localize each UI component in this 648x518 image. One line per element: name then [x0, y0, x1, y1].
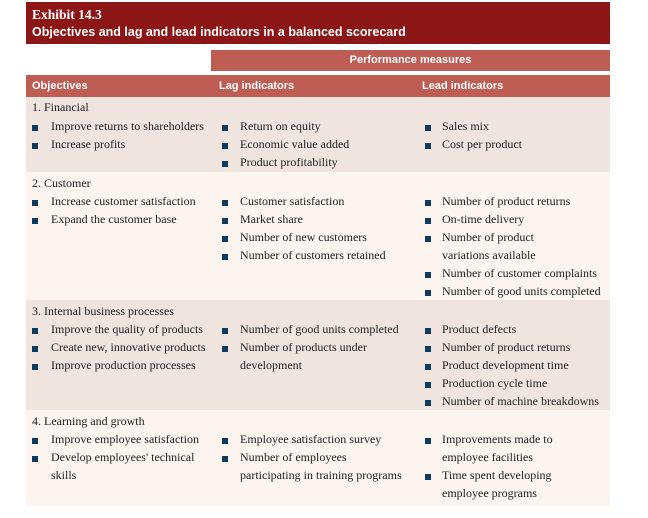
lag-indicator-item: Customer satisfaction	[240, 194, 345, 208]
objective-item-continued: skills	[51, 468, 77, 482]
lag-indicator-item: Return on equity	[240, 119, 321, 133]
bullet-icon	[222, 346, 228, 352]
lead-indicator-item: Number of good units completed	[442, 284, 601, 298]
bullet-icon	[32, 143, 38, 149]
lag-indicator-item: Number of new customers	[240, 230, 367, 244]
column-header-row: Objectives Lag indicators Lead indicator…	[26, 75, 610, 97]
bullet-icon	[32, 200, 38, 206]
exhibit-table: Exhibit 14.3 Objectives and lag and lead…	[26, 2, 610, 506]
bullet-icon	[32, 218, 38, 224]
section-title: 3. Internal business processes	[32, 304, 174, 318]
lead-indicator-item: Number of product	[442, 230, 534, 244]
lag-indicator-item: Number of good units completed	[240, 322, 399, 336]
bullet-icon	[32, 438, 38, 444]
lead-indicator-item: Number of customer complaints	[442, 266, 597, 280]
lag-indicator-item-continued: development	[240, 358, 302, 372]
lag-indicator-item: Employee satisfaction survey	[240, 432, 382, 446]
lag-indicator-item: Market share	[240, 212, 303, 226]
objective-item: Expand the customer base	[51, 212, 177, 226]
bullet-icon	[425, 290, 431, 296]
lag-indicator-item: Economic value added	[240, 137, 350, 151]
objective-item: Improve returns to shareholders	[51, 119, 204, 133]
bullet-icon	[425, 200, 431, 206]
objectives-column-header: Objectives	[32, 80, 88, 92]
lead-indicator-item: Cost per product	[442, 137, 522, 151]
lead-indicator-item: Time spent developing	[442, 468, 552, 482]
section-customer: 2. Customer Increase customer satisfacti…	[26, 172, 610, 300]
bullet-icon	[32, 364, 38, 370]
bullet-icon	[222, 218, 228, 224]
bullet-icon	[425, 364, 431, 370]
lag-indicators-column-header: Lag indicators	[219, 80, 295, 92]
bullet-icon	[425, 382, 431, 388]
section-internal-business-processes: 3. Internal business processes Improve t…	[26, 300, 610, 410]
lag-indicator-item: Product profitability	[240, 155, 338, 169]
bullet-icon	[32, 125, 38, 131]
bullet-icon	[425, 474, 431, 480]
bullet-icon	[425, 438, 431, 444]
lag-indicator-item: Number of products under	[240, 340, 367, 354]
bullet-icon	[222, 438, 228, 444]
bullet-icon	[222, 200, 228, 206]
lead-indicator-item-continued: employee programs	[442, 486, 537, 500]
objective-item: Improve employee satisfaction	[51, 432, 199, 446]
bullet-icon	[222, 143, 228, 149]
lead-indicators-column-header: Lead indicators	[422, 80, 504, 92]
objective-item: Develop employees' technical	[51, 450, 195, 464]
section-title: 4. Learning and growth	[32, 414, 145, 428]
bullet-icon	[222, 236, 228, 242]
bullet-icon	[425, 125, 431, 131]
lag-indicator-item-continued: participating in training programs	[240, 468, 402, 482]
bullet-icon	[222, 161, 228, 167]
exhibit-title-bar: Exhibit 14.3 Objectives and lag and lead…	[26, 2, 610, 44]
lead-indicator-item: Sales mix	[442, 119, 489, 133]
bullet-icon	[222, 328, 228, 334]
bullet-icon	[425, 400, 431, 406]
lead-indicator-item-continued: employee facilities	[442, 450, 533, 464]
objective-item: Improve the quality of products	[51, 322, 203, 336]
objective-item: Increase customer satisfaction	[51, 194, 196, 208]
lead-indicator-item: Product development time	[442, 358, 569, 372]
lead-indicator-item: Number of product returns	[442, 340, 571, 354]
section-learning-and-growth: 4. Learning and growth Improve employee …	[26, 410, 610, 506]
bullet-icon	[222, 125, 228, 131]
objective-item: Increase profits	[51, 137, 126, 151]
bullet-icon	[222, 254, 228, 260]
bullet-icon	[222, 456, 228, 462]
bullet-icon	[425, 346, 431, 352]
lead-indicator-item: Number of product returns	[442, 194, 571, 208]
lag-indicator-item: Number of customers retained	[240, 248, 386, 262]
lead-indicator-item: Product defects	[442, 322, 517, 336]
lead-indicator-item: On-time delivery	[442, 212, 525, 226]
exhibit-number: Exhibit 14.3	[32, 7, 102, 22]
section-title: 1. Financial	[32, 100, 89, 114]
lead-indicator-item: Production cycle time	[442, 376, 548, 390]
objective-item: Create new, innovative products	[51, 340, 206, 354]
bullet-icon	[32, 456, 38, 462]
bullet-icon	[425, 328, 431, 334]
lead-indicator-item-continued: variations available	[442, 248, 536, 262]
lag-indicator-item: Number of employees	[240, 450, 347, 464]
lead-indicator-item: Number of machine breakdowns	[442, 394, 599, 408]
bullet-icon	[425, 272, 431, 278]
performance-measures-header: Performance measures	[211, 50, 610, 71]
bullet-icon	[425, 236, 431, 242]
lead-indicator-item: Improvements made to	[442, 432, 553, 446]
bullet-icon	[32, 328, 38, 334]
bullet-icon	[425, 218, 431, 224]
objective-item: Improve production processes	[51, 358, 196, 372]
bullet-icon	[425, 143, 431, 149]
bullet-icon	[32, 346, 38, 352]
section-title: 2. Customer	[32, 176, 91, 190]
section-financial: 1. Financial Improve returns to sharehol…	[26, 97, 610, 172]
exhibit-title: Objectives and lag and lead indicators i…	[32, 25, 406, 39]
